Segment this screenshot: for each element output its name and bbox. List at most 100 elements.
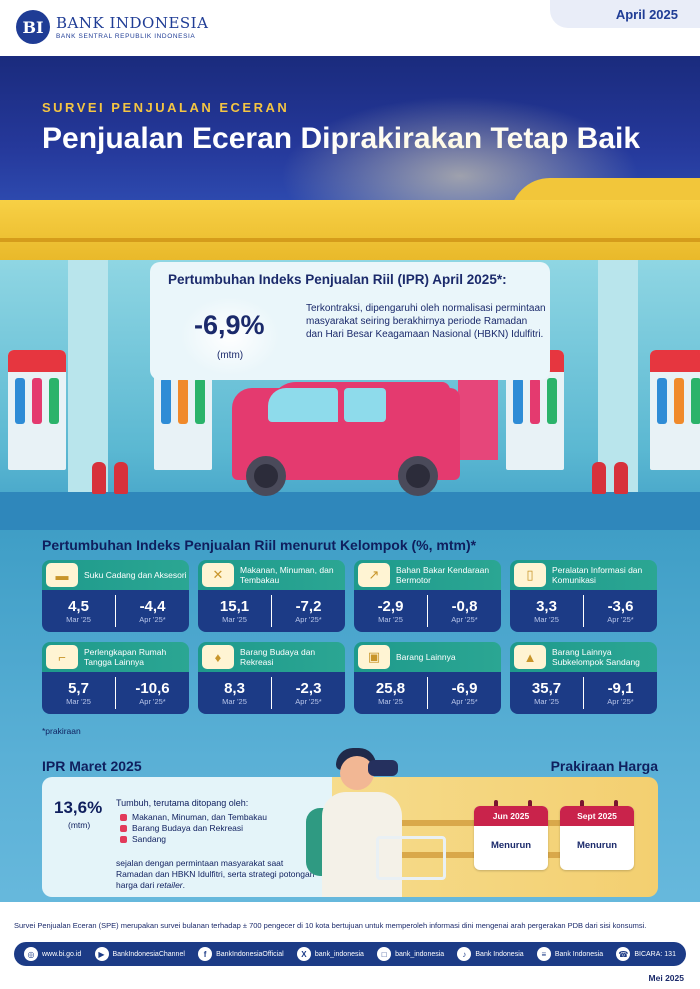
- survey-note: Survei Penjualan Eceran (SPE) merupakan …: [14, 921, 647, 930]
- calendar-status: Menurun: [490, 840, 532, 851]
- x-icon: X: [296, 947, 311, 961]
- mar-label: Mar '25: [66, 697, 91, 706]
- mar-value: 5,7: [68, 680, 89, 697]
- tiktok-icon: ♪: [457, 947, 472, 961]
- station-canopy: [0, 200, 700, 260]
- shelf: [360, 852, 560, 858]
- apr-value: -3,6: [607, 598, 634, 615]
- shopping-bag-icon: ▣: [358, 645, 390, 669]
- apr-value: -6,9: [451, 680, 478, 697]
- social-link[interactable]: ◎ www.bi.go.id: [24, 947, 81, 961]
- social-label: bank_indonesia: [314, 950, 364, 958]
- forecast-title: Prakiraan Harga: [550, 758, 658, 774]
- fire-extinguisher-icon: [92, 462, 106, 494]
- group-label: Perlengkapan Rumah Tangga Lainnya: [84, 647, 167, 667]
- mar-label: Mar '25: [534, 697, 559, 706]
- fuel-nozzle-icon: ↗: [358, 563, 390, 587]
- car-icon: ▬: [46, 563, 78, 587]
- social-label: www.bi.go.id: [42, 950, 82, 958]
- header: BI BANK INDONESIA BANK SENTRAL REPUBLIK …: [0, 0, 700, 56]
- van-window: [268, 388, 338, 422]
- apr-label: Apr '25*: [295, 615, 322, 624]
- apr-value: -4,4: [139, 598, 166, 615]
- canopy-stripe: [0, 238, 700, 242]
- instagram-icon: □: [377, 947, 392, 961]
- ipr-description: Terkontraksi, dipengaruhi oleh normalisa…: [306, 303, 546, 340]
- calendar-month: Sept 2025: [560, 806, 634, 826]
- chair-icon: ⌐: [46, 645, 78, 669]
- mar-value: 8,3: [224, 680, 245, 697]
- apr-value: -9,1: [607, 680, 634, 697]
- page-title: Penjualan Eceran Diprakirakan Tetap Baik: [42, 122, 641, 155]
- facebook-icon: f: [198, 947, 213, 961]
- bank-logo[interactable]: BI BANK INDONESIA BANK SENTRAL REPUBLIK …: [16, 10, 208, 44]
- list-item: Barang Budaya dan Rekreasi: [118, 823, 267, 834]
- mar-label: Mar '25: [378, 615, 403, 624]
- van-window: [344, 388, 386, 422]
- social-link[interactable]: ≡ Bank Indonesia: [536, 947, 603, 961]
- social-label: Bank Indonesia: [475, 950, 524, 958]
- group-section-title: Pertumbuhan Indeks Penjualan Riil menuru…: [42, 537, 477, 553]
- survey-kicker: SURVEI PENJUALAN ECERAN: [42, 100, 290, 115]
- publication-date: Mei 2025: [648, 973, 684, 983]
- maret-lead: Tumbuh, terutama ditopang oleh:: [116, 798, 249, 808]
- social-label: BankIndonesiaOfficial: [216, 950, 284, 958]
- mar-value: 15,1: [219, 598, 250, 615]
- list-item: Sandang: [118, 834, 267, 845]
- station-pillar: [68, 260, 108, 500]
- apr-label: Apr '25*: [451, 615, 478, 624]
- fuel-pump-icon: [8, 350, 66, 470]
- station-floor: [0, 492, 700, 530]
- bi-logo-icon: BI: [16, 10, 50, 44]
- apr-label: Apr '25*: [607, 615, 634, 624]
- phone-icon: ▯: [514, 563, 546, 587]
- title-band: SURVEI PENJUALAN ECERAN Penjualan Eceran…: [0, 56, 700, 206]
- apr-value: -7,2: [295, 598, 322, 615]
- mar-label: Mar '25: [222, 615, 247, 624]
- ipr-value: -6,9%: [194, 310, 265, 340]
- mar-label: Mar '25: [66, 615, 91, 624]
- edition-month: April 2025: [550, 0, 700, 28]
- maret-unit: (mtm): [68, 820, 91, 830]
- social-label: BankIndonesiaChannel: [112, 950, 185, 958]
- social-label: bank_indonesia: [395, 950, 445, 958]
- group-label: Peralatan Informasi dan Komunikasi: [552, 565, 643, 585]
- apr-label: Apr '25*: [607, 697, 634, 706]
- calendar-ring: [614, 800, 618, 810]
- calendar-jun: Jun 2025 Menurun: [474, 806, 548, 870]
- guitar-icon: ♦: [202, 645, 234, 669]
- fuel-pump-icon: [650, 350, 700, 470]
- group-card: ♦ Barang Budaya dan Rekreasi 8,3 Mar '25 -2,…: [198, 642, 345, 714]
- fire-extinguisher-icon: [614, 462, 628, 494]
- social-link[interactable]: ♪ Bank Indonesia: [457, 947, 524, 961]
- calendar-ring: [528, 800, 532, 810]
- bicara-icon: ☎: [616, 947, 631, 961]
- list-item: Makanan, Minuman, dan Tembakau: [118, 812, 267, 823]
- social-link[interactable]: ☎ BICARA: 131: [616, 947, 676, 961]
- calendar-sept: Sept 2025 Menurun: [560, 806, 634, 870]
- mar-value: 3,3: [536, 598, 557, 615]
- group-label: Barang Lainnya: [396, 652, 456, 662]
- calendar-ring: [580, 800, 584, 810]
- group-card: ▬ Suku Cadang dan Aksesori 4,5 Mar '25 -4,4 A…: [42, 560, 189, 632]
- wheel-icon: [398, 456, 438, 496]
- apr-value: -0,8: [451, 598, 478, 615]
- group-card: ✕ Makanan, Minuman, dan Tembakau 15,1 Mar '…: [198, 560, 345, 632]
- calendar-ring: [494, 800, 498, 810]
- group-card: ▲ Barang Lainnya Subkelompok Sandang 35,7 M…: [510, 642, 657, 714]
- social-link[interactable]: ▶ BankIndonesiaChannel: [94, 947, 185, 961]
- group-card: ↗ Bahan Bakar Kendaraan Bermotor -2,9 Mar '…: [354, 560, 501, 632]
- apr-label: Apr '25*: [139, 697, 166, 706]
- group-card: ▯ Peralatan Informasi dan Komunikasi 3,3 Ma…: [510, 560, 657, 632]
- bank-subtitle: BANK SENTRAL REPUBLIK INDONESIA: [56, 33, 196, 40]
- social-link[interactable]: □ bank_indonesia: [377, 947, 444, 961]
- social-link[interactable]: f BankIndonesiaOfficial: [198, 947, 284, 961]
- mar-value: 25,8: [375, 680, 406, 697]
- apr-label: Apr '25*: [295, 697, 322, 706]
- apr-label: Apr '25*: [139, 615, 166, 624]
- globe-icon: ◎: [24, 947, 38, 961]
- mar-label: Mar '25: [378, 697, 403, 706]
- maret-title: IPR Maret 2025: [42, 758, 142, 774]
- forecast-note: *prakiraan: [42, 726, 81, 736]
